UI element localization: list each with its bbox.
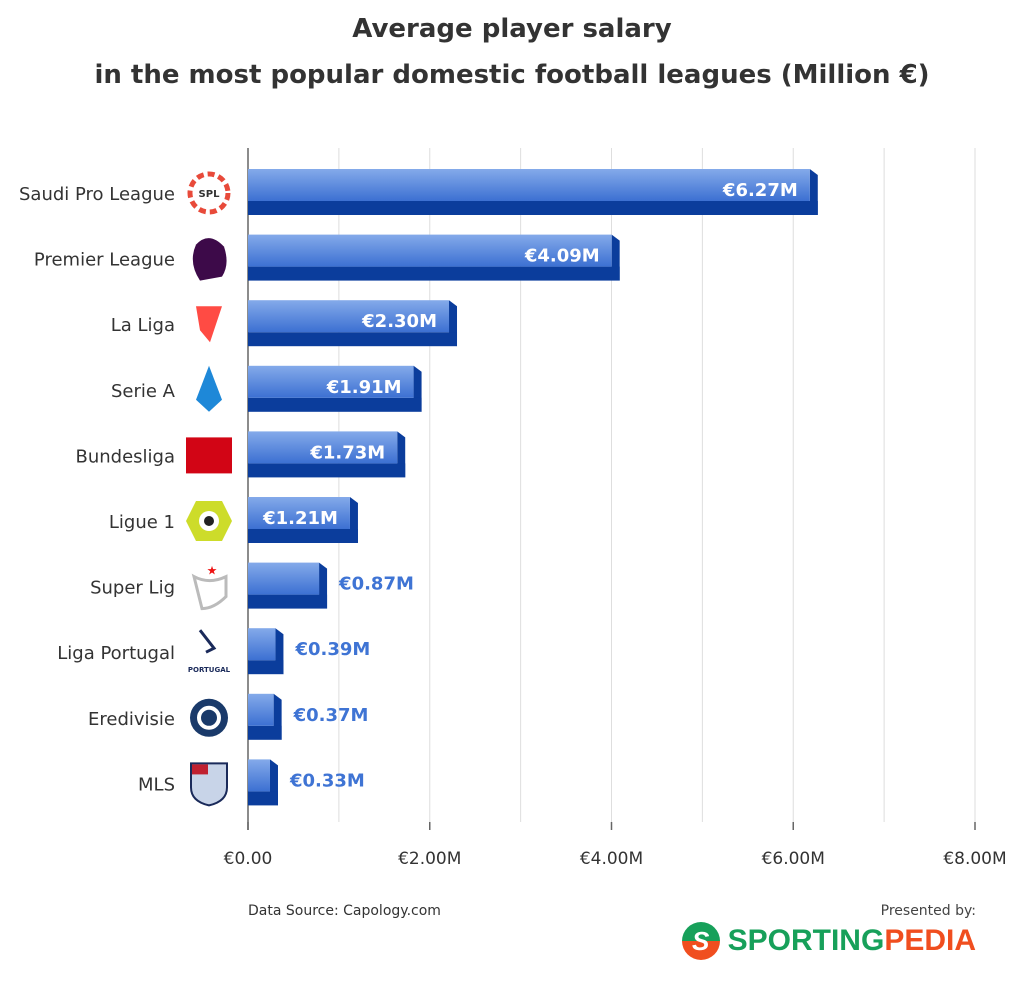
x-tick-label: €2.00M	[398, 849, 461, 869]
bar	[248, 365, 414, 398]
sportingpedia-s-icon: S	[681, 922, 720, 960]
bar-group: €1.73M	[248, 431, 406, 478]
spl-logo-icon: SPL	[187, 171, 231, 215]
bar-group: €0.39M	[248, 628, 370, 675]
bar	[248, 234, 612, 267]
bar	[248, 300, 450, 333]
data-label: €0.39M	[294, 639, 370, 660]
bar-group: €2.30M	[248, 300, 458, 347]
data-label: €0.33M	[289, 770, 365, 791]
bar-bottom	[248, 397, 422, 412]
data-label: €1.73M	[309, 442, 385, 463]
brand-part1: SPORTING	[727, 924, 885, 957]
x-tick-label: €6.00M	[762, 849, 825, 869]
liga-portugal-logo-icon: PORTUGAL	[188, 629, 231, 674]
sportingpedia-logo: S SPORTING PEDIA	[681, 922, 976, 960]
bar-group: €0.87M	[248, 562, 414, 609]
category-label: Bundesliga	[75, 446, 175, 467]
logo-shape	[190, 698, 228, 737]
mls-logo-icon	[190, 762, 228, 807]
logo-star: ★	[207, 564, 218, 578]
category-label: Super Lig	[90, 578, 175, 599]
logo-text: PORTUGAL	[188, 666, 231, 674]
logo-shape	[196, 365, 222, 412]
data-label: €6.27M	[722, 180, 798, 201]
bar-group: €1.21M	[248, 497, 358, 543]
data-label: €1.91M	[326, 377, 402, 398]
category-label: Serie A	[111, 381, 176, 402]
logo-shape	[198, 629, 217, 654]
bar-bottom	[248, 660, 284, 675]
bar-bottom	[248, 725, 282, 740]
bar-bottom	[248, 594, 328, 609]
data-source: Data Source: Capology.com	[248, 903, 441, 919]
chart-subtitle: in the most popular domestic football le…	[94, 60, 930, 90]
chart-title: Average player salary	[352, 14, 672, 44]
data-label: €0.37M	[293, 705, 369, 726]
bar	[248, 628, 276, 661]
x-tick-label: €8.00M	[943, 849, 1006, 869]
data-label: €2.30M	[361, 311, 437, 332]
logo-ring	[187, 171, 231, 215]
category-label: La Liga	[111, 315, 175, 336]
category-label: Ligue 1	[109, 512, 175, 533]
logo-band	[192, 764, 208, 775]
bar-group: €6.27M	[248, 169, 818, 215]
x-tick-label: €0.00	[224, 849, 273, 869]
brand-part2: PEDIA	[884, 924, 976, 957]
logo-text: SPL	[199, 189, 221, 200]
logo-shape	[196, 306, 222, 343]
bundesliga-logo-icon	[186, 437, 232, 474]
serie-a-logo-icon	[196, 365, 222, 412]
data-label: €1.21M	[262, 508, 338, 529]
bar	[248, 562, 320, 595]
logo-shape	[191, 573, 228, 611]
bar-group: €4.09M	[248, 234, 620, 281]
bar	[248, 169, 810, 201]
super-lig-logo-icon: ★	[191, 564, 228, 611]
category-label: MLS	[138, 774, 175, 795]
bar	[248, 497, 350, 529]
bar-bottom	[248, 791, 278, 806]
category-label: Premier League	[34, 250, 175, 271]
logo-inner	[197, 705, 221, 730]
bar-group: €0.33M	[248, 759, 365, 806]
bar	[248, 759, 270, 792]
la-liga-logo-icon	[196, 306, 222, 343]
category-label: Saudi Pro League	[19, 184, 175, 205]
bar-group: €1.91M	[248, 365, 422, 412]
bar-bottom	[248, 201, 818, 215]
bar	[248, 431, 398, 464]
presented-by: Presented by:	[880, 903, 976, 919]
eredivisie-logo-icon	[190, 698, 228, 737]
data-label: €0.87M	[338, 574, 414, 595]
category-label: Eredivisie	[88, 709, 175, 730]
bar-bottom	[248, 463, 406, 478]
bar-bottom	[248, 266, 620, 281]
x-tick-label: €4.00M	[580, 849, 643, 869]
logo-shape	[186, 437, 232, 474]
ligue-1-logo-icon	[186, 501, 232, 541]
premier-league-lion-logo-icon	[192, 238, 227, 281]
logo-shape	[192, 238, 227, 281]
data-label: €4.09M	[524, 246, 600, 267]
bar-bottom	[248, 529, 358, 543]
bar	[248, 693, 274, 726]
logo-dot	[204, 516, 214, 526]
category-label: Liga Portugal	[57, 643, 175, 664]
bar-group: €0.37M	[248, 693, 369, 740]
bar-bottom	[248, 332, 458, 347]
